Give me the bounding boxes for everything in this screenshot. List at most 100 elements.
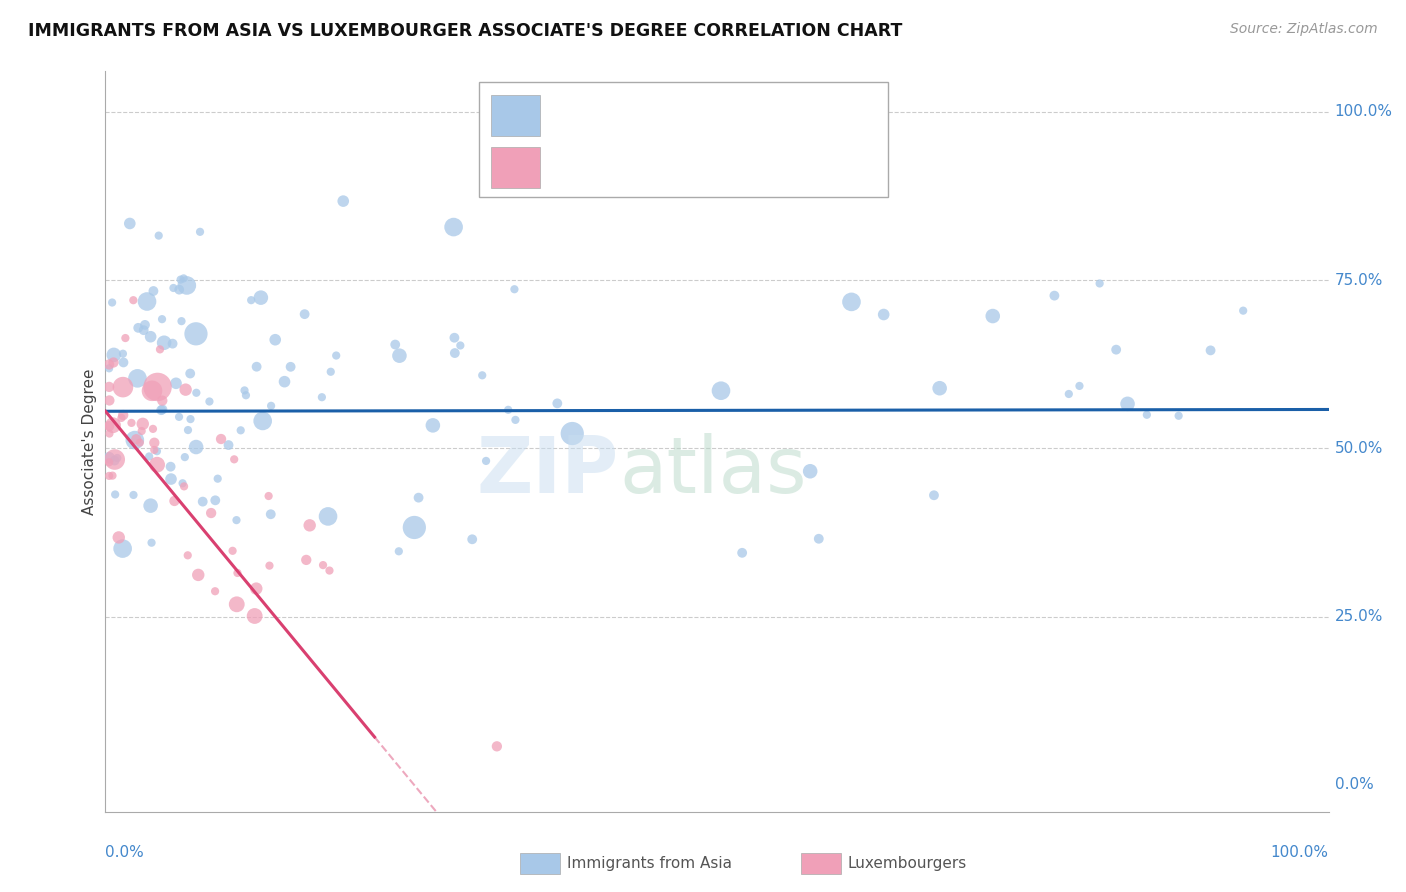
Point — [318, 564, 340, 578]
Point — [98, 361, 121, 376]
Point — [422, 418, 444, 433]
Point — [461, 533, 484, 547]
Point — [225, 513, 247, 527]
Bar — [491, 147, 540, 188]
Point — [316, 509, 339, 524]
Text: 0.0%: 0.0% — [105, 845, 145, 860]
Point — [388, 349, 411, 363]
Point — [243, 609, 266, 624]
Point — [505, 413, 527, 427]
Point — [1069, 379, 1091, 393]
Point — [122, 293, 145, 308]
Point — [103, 348, 125, 362]
Point — [229, 423, 252, 437]
Point — [186, 385, 208, 400]
Point — [264, 333, 287, 347]
Point — [98, 393, 121, 408]
Point — [152, 402, 174, 417]
Point — [141, 535, 163, 549]
Point — [141, 384, 163, 398]
Point — [104, 452, 127, 467]
Point — [1136, 408, 1159, 422]
Text: ZIP: ZIP — [477, 434, 619, 509]
Point — [325, 349, 347, 363]
Point — [150, 403, 173, 417]
Text: 0.0%: 0.0% — [1334, 777, 1374, 792]
Point — [841, 294, 863, 309]
Point — [160, 472, 183, 486]
Point — [146, 444, 169, 458]
Point — [174, 383, 197, 397]
Point — [224, 452, 246, 467]
Text: N =: N = — [717, 107, 751, 125]
Point — [799, 464, 821, 478]
Point — [98, 450, 121, 465]
FancyBboxPatch shape — [478, 82, 889, 197]
Point — [176, 278, 198, 293]
Text: 50.0%: 50.0% — [1334, 441, 1384, 456]
Point — [125, 432, 148, 446]
Point — [122, 488, 145, 502]
Point — [188, 225, 211, 239]
Point — [311, 390, 333, 404]
Point — [167, 409, 190, 424]
Point — [873, 308, 896, 322]
Point — [218, 438, 240, 452]
Point — [136, 294, 159, 309]
Point — [1116, 397, 1139, 411]
Point — [179, 412, 201, 426]
Point — [295, 553, 318, 567]
Point — [138, 450, 160, 464]
Point — [149, 343, 172, 357]
Point — [179, 367, 201, 381]
Point — [807, 532, 830, 546]
Point — [1043, 288, 1066, 302]
Text: 25.0%: 25.0% — [1334, 609, 1384, 624]
Point — [131, 424, 153, 438]
Point — [226, 566, 249, 580]
Point — [561, 426, 583, 441]
Point — [104, 487, 127, 501]
Point — [1199, 343, 1222, 358]
Point — [207, 472, 229, 486]
Point — [177, 423, 200, 437]
Point — [252, 414, 274, 428]
Point — [98, 358, 121, 372]
Point — [209, 432, 232, 446]
Bar — [491, 95, 540, 136]
Point — [127, 371, 149, 385]
Point — [928, 381, 950, 395]
Point — [124, 433, 146, 447]
Point — [1057, 387, 1080, 401]
Point — [235, 388, 257, 402]
Point — [187, 568, 209, 582]
Point — [233, 384, 256, 398]
Point — [98, 469, 121, 483]
Point — [142, 422, 165, 436]
Point — [204, 493, 226, 508]
Point — [162, 281, 184, 295]
Point — [148, 228, 170, 243]
Point — [173, 450, 195, 464]
Point — [103, 355, 125, 369]
Point — [1105, 343, 1128, 357]
Text: atlas: atlas — [619, 434, 807, 509]
Text: IMMIGRANTS FROM ASIA VS LUXEMBOURGER ASSOCIATE'S DEGREE CORRELATION CHART: IMMIGRANTS FROM ASIA VS LUXEMBOURGER ASS… — [28, 22, 903, 40]
Point — [246, 359, 269, 374]
Point — [111, 541, 134, 556]
Point — [163, 494, 186, 508]
Point — [105, 450, 128, 465]
Text: R =: R = — [553, 107, 585, 125]
Text: 0.033: 0.033 — [619, 107, 676, 125]
Point — [173, 479, 195, 493]
Point — [388, 544, 411, 558]
Text: 100.0%: 100.0% — [1334, 104, 1393, 120]
Point — [118, 217, 141, 231]
Text: -0.506: -0.506 — [619, 159, 683, 177]
Text: 100.0%: 100.0% — [1271, 845, 1329, 860]
Point — [98, 380, 121, 394]
Point — [101, 468, 124, 483]
Point — [332, 194, 354, 208]
Point — [98, 419, 121, 434]
Point — [221, 544, 243, 558]
